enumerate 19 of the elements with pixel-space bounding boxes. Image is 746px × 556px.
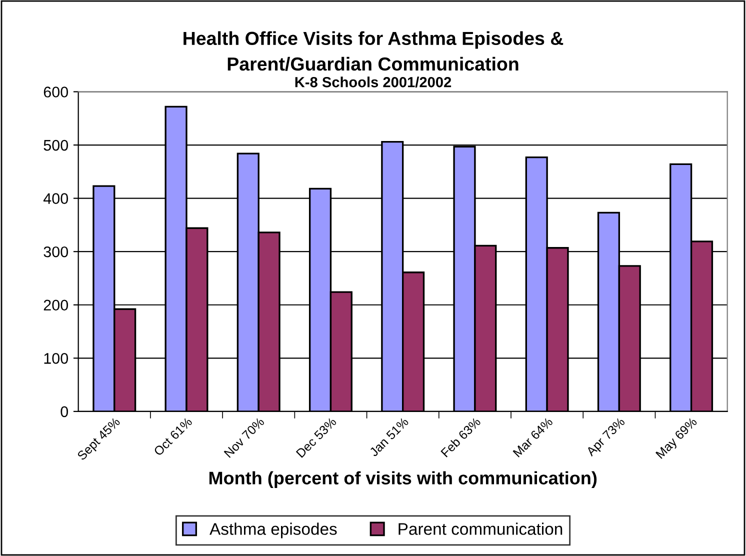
x-tick-label: May 69% bbox=[655, 416, 700, 461]
x-tick-label: Apr 73% bbox=[586, 416, 628, 458]
legend-label: Parent communication bbox=[398, 522, 562, 535]
x-tick-label: Jan 51% bbox=[368, 416, 410, 458]
y-tick-label: 500 bbox=[44, 140, 68, 151]
legend-label: Asthma episodes bbox=[210, 522, 337, 538]
y-tick-label: 100 bbox=[44, 353, 68, 364]
y-tick-label: 600 bbox=[44, 86, 68, 98]
chart-subtitle: K-8 Schools 2001/2002 bbox=[295, 76, 452, 88]
x-axis-title: Month (percent of visits with communication) bbox=[209, 471, 597, 488]
y-tick-label: 0 bbox=[60, 406, 68, 418]
x-tick-label: Oct 61% bbox=[153, 416, 193, 456]
y-tick-label: 200 bbox=[44, 300, 68, 311]
y-tick-label: 300 bbox=[44, 246, 68, 258]
x-tick-label: Nov 70% bbox=[224, 416, 265, 458]
x-tick-label: Mar 64% bbox=[512, 416, 554, 458]
chart-title: Health Office Visits for Asthma Episodes & Parent/Guardian Communication bbox=[184, 31, 564, 71]
x-tick-label: Feb 63% bbox=[440, 416, 482, 458]
y-tick-label: 400 bbox=[43, 193, 68, 204]
